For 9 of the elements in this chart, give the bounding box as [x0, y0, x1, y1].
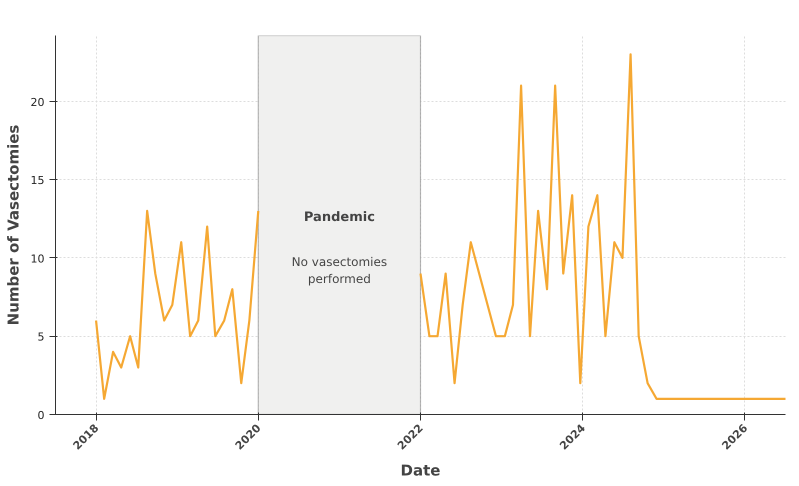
y-tick-label: 15: [30, 174, 45, 188]
y-tick-label: 5: [38, 330, 44, 344]
y-axis-title: Number of Vasectomies: [4, 124, 23, 326]
x-axis-title: Date: [400, 462, 440, 480]
y-tick-label: 10: [30, 252, 45, 266]
annotation: No vasectomies performed: [292, 255, 388, 286]
y-tick-label: 20: [30, 96, 45, 109]
band-label: Pandemic: [304, 210, 375, 225]
y-tick-label: 0: [38, 409, 44, 422]
